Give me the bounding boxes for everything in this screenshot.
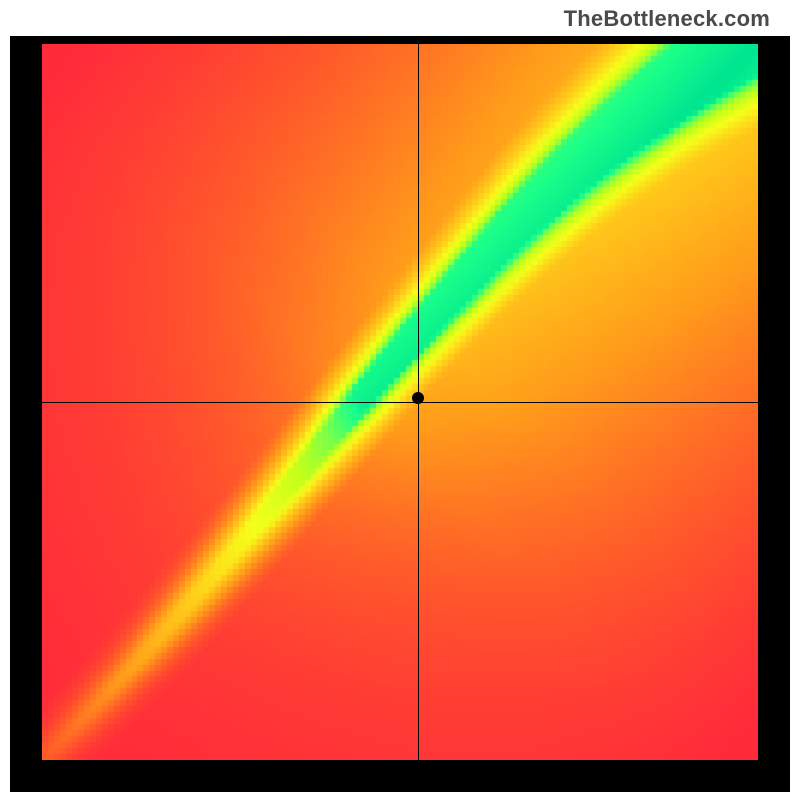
chart-outer-border xyxy=(10,36,790,792)
watermark-text: TheBottleneck.com xyxy=(564,6,770,32)
chart-stage: TheBottleneck.com xyxy=(0,0,800,800)
crosshair-horizontal xyxy=(42,402,758,403)
operating-point-marker xyxy=(412,392,424,404)
